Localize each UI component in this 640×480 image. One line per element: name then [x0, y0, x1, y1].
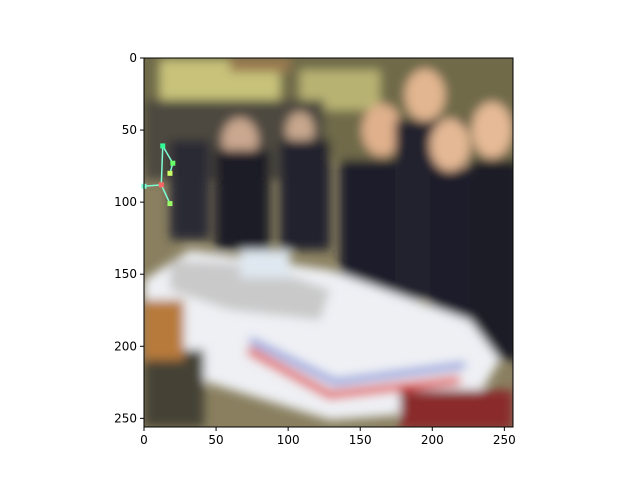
skeleton-keypoint — [167, 170, 173, 176]
x-tick-label: 150 — [349, 433, 372, 447]
skeleton-keypoint — [167, 201, 173, 207]
skeleton-keypoint — [160, 143, 166, 149]
x-tick-label: 100 — [277, 433, 300, 447]
y-tick-label: 100 — [114, 195, 137, 209]
x-tick-label: 200 — [421, 433, 444, 447]
photo-image — [144, 58, 513, 427]
x-tick-label: 50 — [208, 433, 223, 447]
plot-frame — [143, 57, 514, 428]
skeleton-edge — [143, 184, 162, 188]
skeleton-edge — [160, 184, 171, 204]
skeleton-edge — [160, 145, 164, 185]
skeleton-edge — [162, 145, 174, 164]
skeleton-keypoint — [170, 160, 176, 166]
x-axis: 0 50 100 150 200 250 — [140, 427, 516, 447]
y-tick-label: 150 — [114, 267, 137, 281]
y-tick-label: 200 — [114, 339, 137, 353]
y-tick-label: 50 — [122, 123, 137, 137]
x-tick-label: 250 — [493, 433, 516, 447]
skeleton-keypoint — [158, 182, 164, 188]
x-tick-label: 0 — [140, 433, 148, 447]
y-tick-label: 0 — [129, 51, 137, 65]
y-tick-label: 250 — [114, 411, 137, 425]
y-axis: 0 50 100 150 200 250 — [114, 51, 144, 425]
